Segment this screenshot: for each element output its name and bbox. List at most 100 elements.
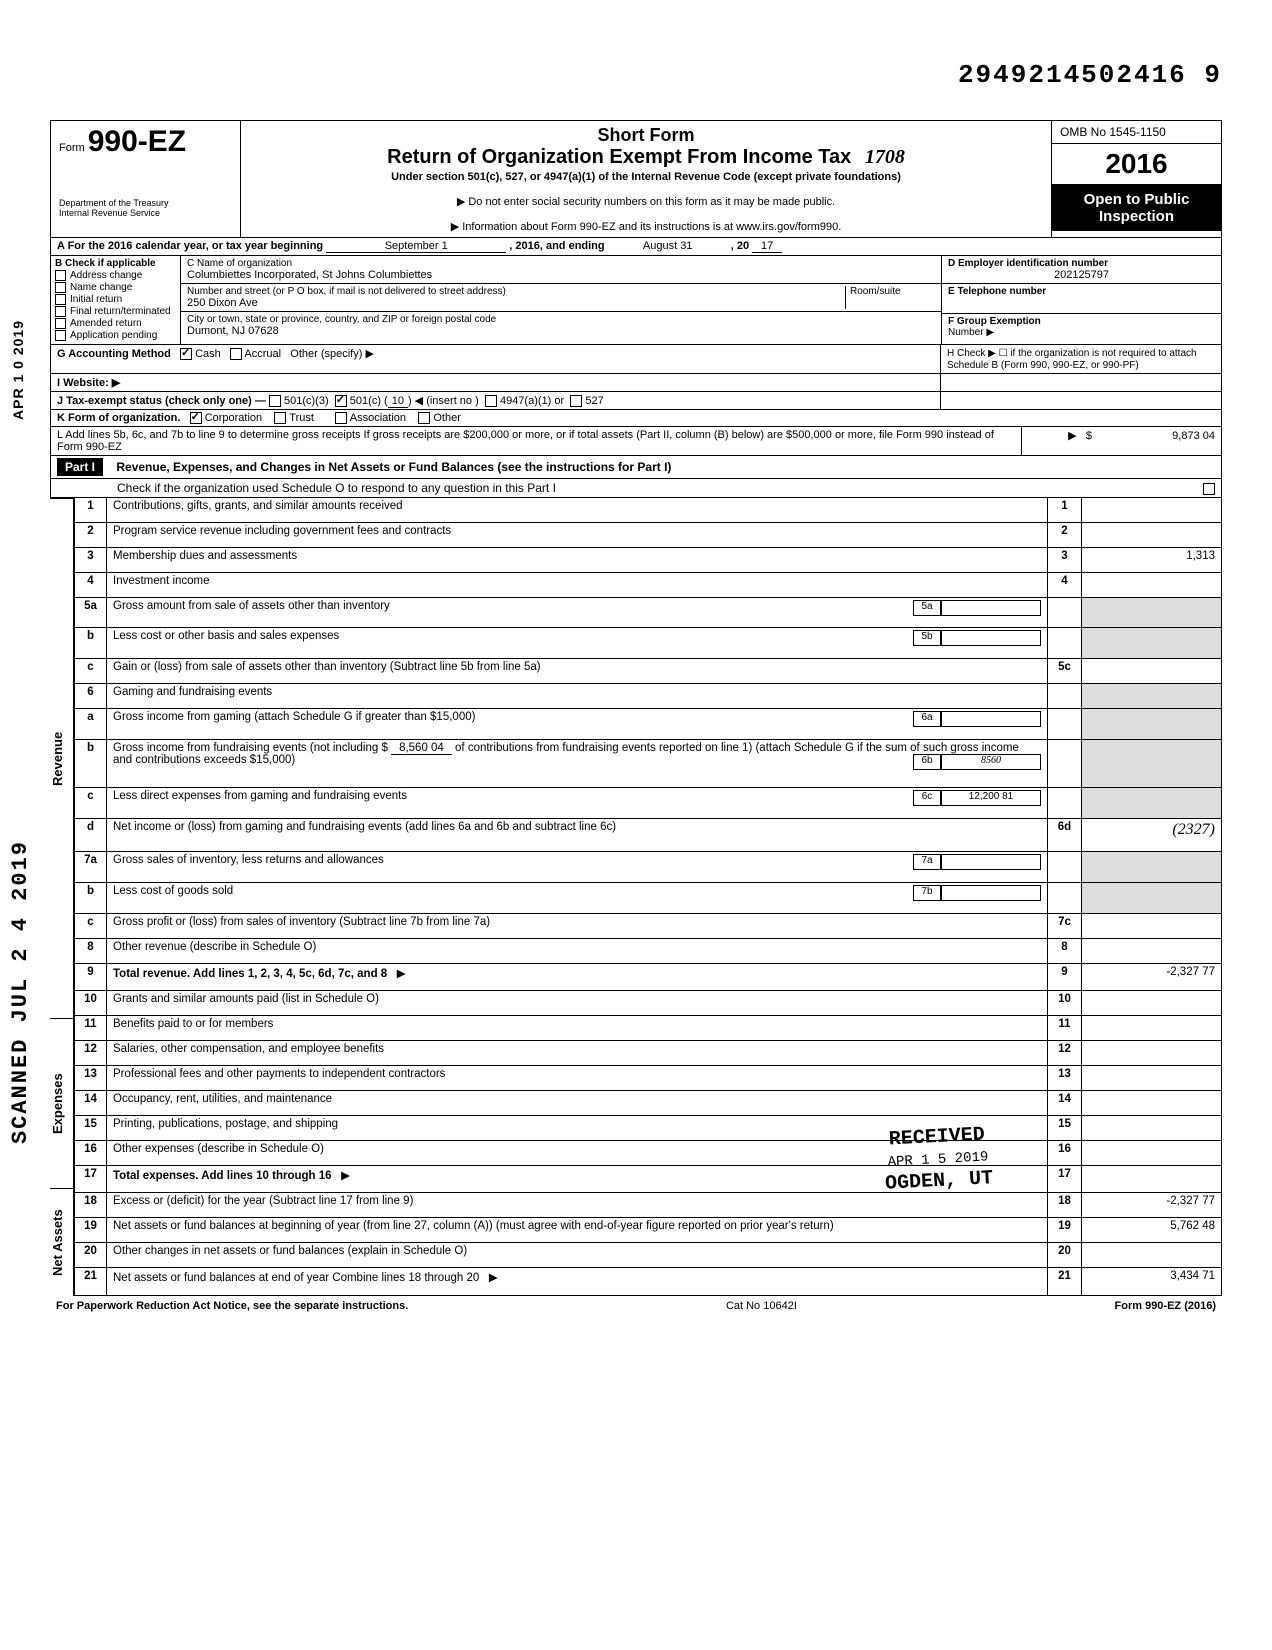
check-final-return[interactable]	[55, 306, 66, 317]
line-6b-contrib[interactable]: 8,560 04	[391, 742, 452, 755]
org-city[interactable]: Dumont, NJ 07628	[187, 325, 935, 337]
label-501c-close: ) ◀ (insert no )	[408, 395, 479, 407]
check-501c[interactable]	[335, 395, 347, 407]
part-1-title: Revenue, Expenses, and Changes in Net As…	[116, 460, 671, 474]
info-block: B Check if applicable Address change Nam…	[50, 256, 1222, 345]
label-website: I Website: ▶	[57, 377, 120, 389]
check-other-org[interactable]	[418, 412, 430, 424]
tax-year-begin[interactable]: September 1	[326, 240, 506, 253]
label-form-org: K Form of organization.	[57, 412, 180, 424]
handwritten-1708: 1708	[865, 146, 905, 168]
label-address-change: Address change	[70, 270, 142, 281]
line-5b-desc: Less cost or other basis and sales expen…	[113, 630, 339, 642]
check-cash[interactable]	[180, 348, 192, 360]
org-name[interactable]: Columbiettes Incorporated, St Johns Colu…	[187, 269, 935, 281]
amt-7a[interactable]	[941, 854, 1041, 870]
omb-number: OMB No 1545-1150	[1052, 121, 1221, 144]
amt-6c[interactable]: 12,200 81	[941, 790, 1041, 806]
line-5c: cGain or (loss) from sale of assets othe…	[75, 659, 1222, 684]
label-527: 527	[585, 395, 603, 407]
line-7a-desc: Gross sales of inventory, less returns a…	[113, 854, 384, 866]
amt-5a[interactable]	[941, 600, 1041, 616]
ein[interactable]: 202125797	[948, 269, 1215, 281]
gross-receipts[interactable]: 9,873 04	[1095, 430, 1215, 442]
label-corporation: Corporation	[205, 412, 262, 424]
label-other-method: Other (specify) ▶	[290, 348, 374, 360]
check-4947[interactable]	[485, 395, 497, 407]
line-21: 21Net assets or fund balances at end of …	[75, 1268, 1222, 1296]
check-schedule-o[interactable]	[1203, 483, 1215, 495]
column-b: B Check if applicable Address change Nam…	[51, 256, 181, 344]
line-6b: b Gross income from fundraising events (…	[75, 739, 1222, 787]
label-application-pending: Application pending	[70, 330, 157, 341]
label-room: Room/suite	[850, 286, 935, 297]
label-initial-return: Initial return	[70, 294, 122, 305]
form-subtitle: Under section 501(c), 527, or 4947(a)(1)…	[251, 171, 1041, 183]
line-4: 4Investment income4	[75, 572, 1222, 597]
part-1-check: Check if the organization used Schedule …	[50, 479, 1222, 498]
header-center: Short Form Return of Organization Exempt…	[241, 121, 1051, 237]
box-5a: 5a	[913, 600, 941, 616]
label-501c3: 501(c)(3)	[284, 395, 329, 407]
part-1-check-note: Check if the organization used Schedule …	[57, 481, 1203, 495]
row-k: K Form of organization. Corporation Trus…	[50, 410, 1222, 427]
form-number: 990-EZ	[88, 125, 186, 158]
line-10: 10Grants and similar amounts paid (list …	[75, 991, 1222, 1016]
line-11: 11Benefits paid to or for members11	[75, 1016, 1222, 1041]
check-initial-return[interactable]	[55, 294, 66, 305]
line-19: 19Net assets or fund balances at beginni…	[75, 1218, 1222, 1243]
footer-left: For Paperwork Reduction Act Notice, see …	[56, 1300, 408, 1312]
postmark-date: APR 1 0 2019	[10, 320, 26, 420]
tax-year-end-year[interactable]: 17	[752, 240, 782, 253]
501c-number[interactable]: 10	[388, 395, 408, 408]
line-5a: 5a Gross amount from sale of assets othe…	[75, 597, 1222, 628]
line-15: 15Printing, publications, postage, and s…	[75, 1115, 1222, 1140]
check-address-change[interactable]	[55, 270, 66, 281]
line-21-desc: Net assets or fund balances at end of ye…	[113, 1272, 479, 1284]
check-application-pending[interactable]	[55, 330, 66, 341]
note-ssn: ▶ Do not enter social security numbers o…	[251, 195, 1041, 208]
amt-7b[interactable]	[941, 885, 1041, 901]
org-address[interactable]: 250 Dixon Ave	[187, 297, 845, 309]
tax-year-end-month[interactable]: August 31	[608, 240, 728, 252]
label-501c-open: 501(c) (	[350, 395, 388, 407]
check-corporation[interactable]	[190, 412, 202, 424]
row-l: L Add lines 5b, 6c, and 7b to line 9 to …	[50, 427, 1222, 456]
form-year: 2016	[1052, 144, 1221, 185]
part-1-label: Part I	[57, 458, 103, 476]
label-4947: 4947(a)(1) or	[500, 395, 564, 407]
line-6c-desc: Less direct expenses from gaming and fun…	[113, 790, 407, 802]
check-501c3[interactable]	[269, 395, 281, 407]
amt-6b[interactable]: 8560	[941, 754, 1041, 770]
category-revenue: Revenue	[50, 498, 74, 1018]
check-amended[interactable]	[55, 318, 66, 329]
row-g-h: G Accounting Method Cash Accrual Other (…	[50, 345, 1222, 374]
line-6a-desc: Gross income from gaming (attach Schedul…	[113, 711, 475, 723]
telephone[interactable]	[948, 297, 1215, 311]
check-association[interactable]	[335, 412, 347, 424]
amt-6a[interactable]	[941, 711, 1041, 727]
check-527[interactable]	[570, 395, 582, 407]
check-accrual[interactable]	[230, 348, 242, 360]
box-6c: 6c	[913, 790, 941, 806]
line-12: 12Salaries, other compensation, and empl…	[75, 1041, 1222, 1066]
line-5a-desc: Gross amount from sale of assets other t…	[113, 600, 390, 612]
amt-5b[interactable]	[941, 630, 1041, 646]
line-6c: c Less direct expenses from gaming and f…	[75, 787, 1222, 818]
line-3: 3Membership dues and assessments31,313	[75, 547, 1222, 572]
scanned-stamp: SCANNED JUL 2 4 2019	[8, 840, 33, 1144]
box-6a: 6a	[913, 711, 941, 727]
label-telephone: E Telephone number	[948, 286, 1215, 297]
row-l-dollar: $	[1086, 430, 1092, 442]
label-group-exemption: F Group Exemption	[948, 316, 1215, 327]
box-7b: 7b	[913, 885, 941, 901]
check-trust[interactable]	[274, 412, 286, 424]
line-7b: b Less cost of goods sold 7b	[75, 883, 1222, 914]
row-a: A For the 2016 calendar year, or tax yea…	[50, 238, 1222, 256]
line-6a: a Gross income from gaming (attach Sched…	[75, 708, 1222, 739]
line-9: 9Total revenue. Add lines 1, 2, 3, 4, 5c…	[75, 963, 1222, 991]
part-1-header: Part I Revenue, Expenses, and Changes in…	[50, 456, 1222, 479]
label-group-number: Number ▶	[948, 327, 1215, 338]
check-name-change[interactable]	[55, 282, 66, 293]
label-amended: Amended return	[70, 318, 142, 329]
